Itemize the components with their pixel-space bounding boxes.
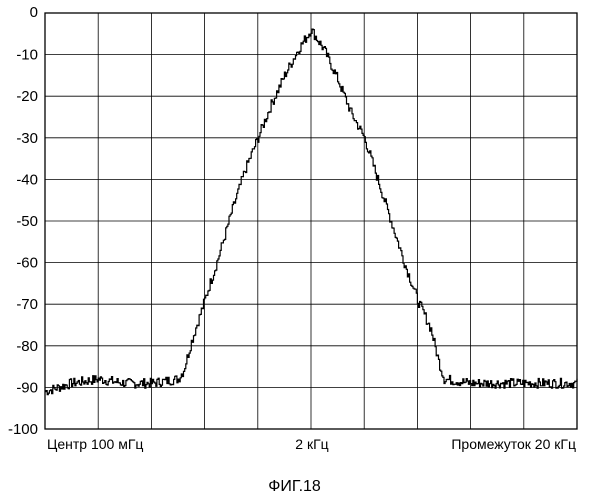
x-label-left: Центр 100 мГц [47, 436, 143, 452]
spectrum-chart: 0 -10 -20 -30 -40 -50 -60 -70 -80 -90 -100 Центр 1… [0, 0, 589, 470]
y-tick-label: -10 [16, 47, 38, 64]
y-tick-label: -70 [16, 296, 38, 313]
y-tick-label: -50 [16, 213, 38, 230]
grid-lines [45, 13, 577, 429]
y-tick-label: -40 [16, 171, 38, 188]
y-tick-label: -30 [16, 130, 38, 147]
y-tick-label: -90 [16, 379, 38, 396]
x-label-center: 2 кГц [295, 436, 328, 452]
y-tick-label: -100 [8, 421, 38, 438]
y-tick-labels: 0 -10 -20 -30 -40 -50 -60 -70 -80 -90 -100 [8, 4, 38, 438]
x-label-right: Промежуток 20 кГц [451, 436, 576, 452]
y-tick-label: -80 [16, 338, 38, 355]
figure-caption: ФИГ.18 [0, 478, 589, 496]
y-tick-label: -20 [16, 88, 38, 105]
y-tick-label: 0 [30, 4, 38, 21]
y-tick-label: -60 [16, 255, 38, 272]
